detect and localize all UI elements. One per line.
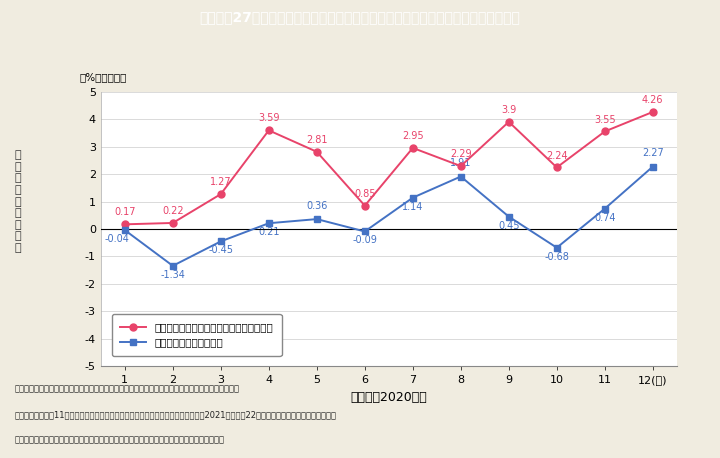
Text: 非
労
働
力
率
へ
の
効
果: 非 労 働 力 率 へ の 効 果: [14, 150, 22, 253]
X-axis label: 令和２（2020）年: 令和２（2020）年: [351, 391, 427, 404]
Text: 4.26: 4.26: [642, 95, 664, 105]
Text: -0.45: -0.45: [208, 245, 233, 255]
Text: 2.27: 2.27: [642, 148, 664, 158]
Text: -0.09: -0.09: [352, 235, 377, 245]
Text: 1.14: 1.14: [402, 202, 423, 212]
Text: 3.9: 3.9: [501, 105, 516, 115]
Text: 2.29: 2.29: [450, 149, 472, 159]
Text: （%ポイント）: （%ポイント）: [79, 72, 127, 82]
Text: ３．比較に当たり，学歴，年齢，地域，産業，職業，雇用形態の差は除去している。: ３．比較に当たり，学歴，年齢，地域，産業，職業，雇用形態の差は除去している。: [14, 435, 225, 444]
Text: 0.21: 0.21: [258, 227, 279, 237]
Text: 2.24: 2.24: [546, 151, 567, 160]
Legend: 末子が未就学又は小学生である有配偶女性, 子供のいない有配偶女性: 末子が未就学又は小学生である有配偶女性, 子供のいない有配偶女性: [112, 314, 282, 356]
Text: 0.74: 0.74: [594, 213, 616, 223]
Text: （備考）１．総務省統計局所管の「労働力調査」の調査票情報を利用して独自に集計を行ったもの。: （備考）１．総務省統計局所管の「労働力調査」の調査票情報を利用して独自に集計を行…: [14, 385, 239, 394]
Text: 3.55: 3.55: [594, 114, 616, 125]
Text: 0.17: 0.17: [114, 207, 135, 218]
Text: -0.68: -0.68: [544, 251, 570, 262]
Text: ２．「第11回コロナ下の女性への影響と課題に関する研究会」（令和３（2021）年４月22日）山口構成員提出資料より作成。: ２．「第11回コロナ下の女性への影響と課題に関する研究会」（令和３（2021）年…: [14, 410, 336, 419]
Text: 0.22: 0.22: [162, 206, 184, 216]
Text: -1.34: -1.34: [161, 270, 185, 280]
Text: 0.85: 0.85: [354, 189, 376, 199]
Text: 2.81: 2.81: [306, 135, 328, 145]
Text: 1.27: 1.27: [210, 177, 232, 187]
Text: -0.04: -0.04: [104, 234, 129, 244]
Text: 1.91: 1.91: [450, 158, 472, 168]
Text: Ｉ－特－27図　２つのグループ間での「コロナ効果」の比較：非労働力率への効果: Ｉ－特－27図 ２つのグループ間での「コロナ効果」の比較：非労働力率への効果: [199, 10, 521, 24]
Text: 2.95: 2.95: [402, 131, 423, 141]
Text: 0.36: 0.36: [306, 201, 328, 211]
Text: 3.59: 3.59: [258, 114, 279, 123]
Text: 0.45: 0.45: [498, 220, 520, 230]
